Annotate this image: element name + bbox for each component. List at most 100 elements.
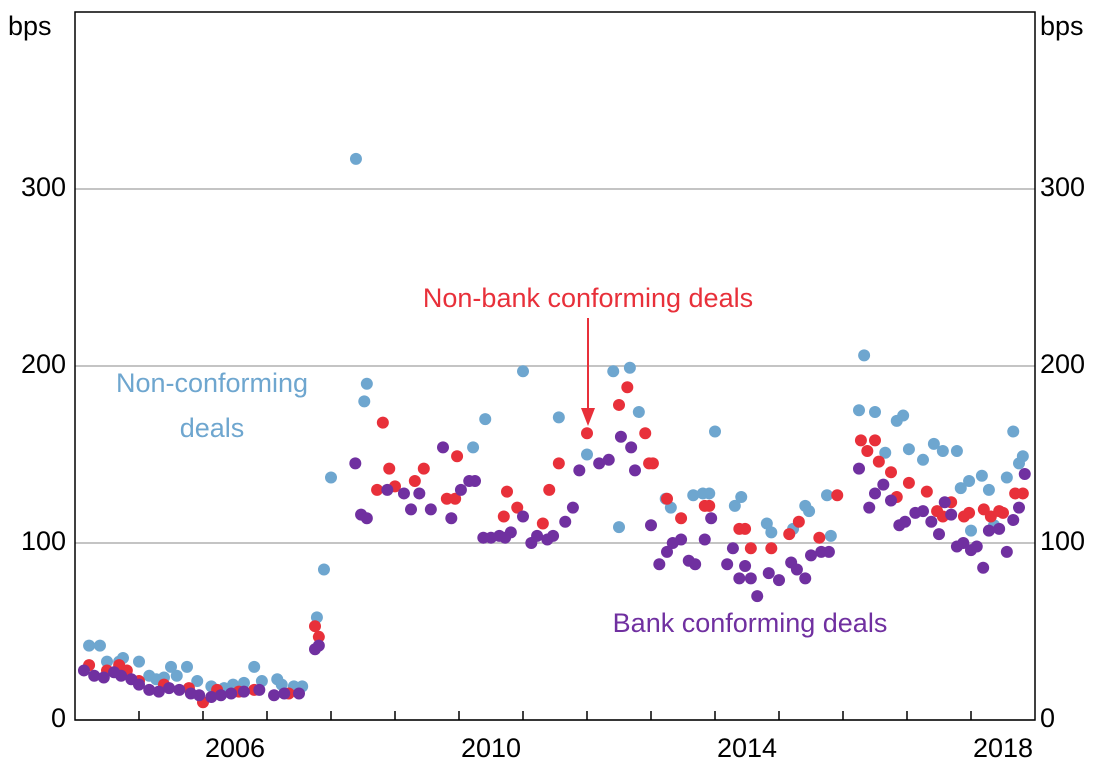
x-tick-label: 2006: [205, 733, 265, 763]
point: [703, 499, 716, 512]
point: [653, 558, 666, 571]
point: [735, 490, 748, 503]
point: [917, 505, 929, 518]
point: [237, 676, 250, 689]
y-tick-label: 0: [51, 703, 66, 733]
point: [566, 501, 579, 514]
point: [325, 471, 337, 484]
point: [645, 519, 657, 532]
y-tick-label: 200: [21, 349, 66, 379]
point: [397, 487, 410, 500]
point: [813, 531, 826, 544]
point: [191, 675, 204, 688]
point: [822, 545, 835, 558]
y2-tick-label: 100: [1040, 526, 1085, 556]
point: [173, 683, 186, 696]
point: [517, 365, 529, 378]
point: [559, 515, 572, 528]
y2-tick-label: 300: [1040, 172, 1085, 202]
point: [963, 475, 976, 488]
point: [360, 377, 373, 390]
point: [957, 537, 970, 549]
point: [899, 515, 912, 528]
point: [312, 630, 325, 643]
point: [371, 483, 384, 496]
y2-tick-label: 200: [1040, 349, 1085, 379]
point: [897, 409, 910, 422]
point: [805, 549, 817, 562]
x-tick-label: 2018: [973, 733, 1033, 763]
point: [739, 560, 752, 573]
point: [927, 437, 940, 450]
y-axis-label: bps: [8, 11, 52, 41]
point: [858, 349, 871, 362]
point: [181, 660, 193, 673]
point: [451, 450, 464, 463]
point: [225, 687, 238, 700]
point: [977, 561, 990, 574]
point: [689, 558, 702, 571]
x-tick-label: 2014: [717, 733, 777, 763]
point: [760, 517, 773, 530]
point: [744, 542, 757, 555]
point: [88, 669, 101, 682]
point: [869, 406, 881, 419]
point: [765, 526, 778, 539]
point: [917, 453, 929, 466]
point: [751, 590, 764, 603]
point: [593, 457, 606, 470]
point: [790, 563, 803, 576]
point: [479, 413, 492, 426]
point: [872, 455, 885, 468]
point: [449, 492, 462, 505]
point: [440, 492, 453, 505]
point: [854, 434, 867, 447]
point: [358, 395, 371, 408]
point: [504, 526, 517, 539]
point: [945, 508, 958, 521]
point: [869, 487, 881, 500]
annotation-arrowhead: [581, 408, 595, 426]
point: [268, 689, 281, 702]
point: [938, 496, 951, 509]
point: [133, 655, 145, 668]
point: [133, 678, 145, 691]
point: [93, 639, 106, 652]
point: [639, 427, 652, 440]
point: [552, 457, 565, 470]
point: [936, 444, 949, 457]
point: [1000, 471, 1013, 484]
point: [77, 664, 90, 677]
point: [863, 501, 876, 514]
point: [143, 683, 156, 696]
point: [349, 457, 362, 470]
point: [531, 529, 544, 542]
annotation: Bank conforming deals: [613, 608, 888, 638]
point: [661, 545, 673, 558]
point: [278, 687, 291, 700]
point: [1007, 425, 1020, 438]
point: [925, 515, 938, 528]
point: [861, 444, 874, 457]
point: [613, 521, 625, 534]
point: [625, 441, 638, 454]
point: [853, 404, 865, 417]
point: [349, 152, 362, 165]
point: [1018, 467, 1031, 480]
point: [309, 620, 321, 633]
point: [824, 529, 837, 542]
point: [963, 506, 976, 519]
point: [709, 425, 721, 438]
point: [879, 446, 892, 459]
point: [536, 517, 549, 530]
point: [613, 398, 625, 411]
point: [703, 487, 716, 500]
point: [705, 512, 718, 525]
point: [607, 365, 620, 378]
point: [405, 503, 417, 516]
point: [902, 443, 915, 456]
point: [317, 563, 330, 576]
point: [602, 453, 615, 466]
point: [253, 683, 266, 696]
